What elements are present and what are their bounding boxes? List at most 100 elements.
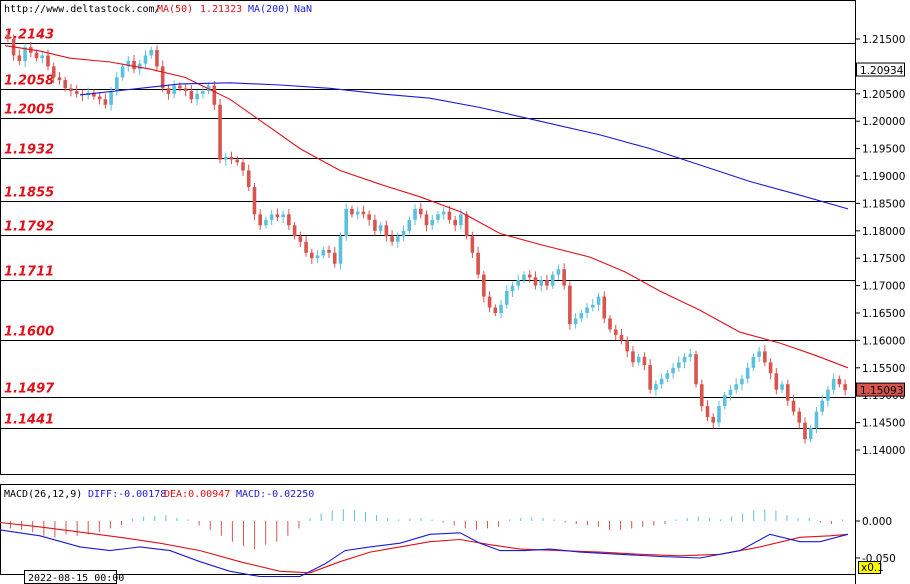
candle-body [269,214,274,220]
candle-body [46,55,50,67]
candle-body [223,156,228,160]
candle-body [711,417,716,423]
candle-body [407,219,412,231]
level-label: 1.1600 [4,325,54,340]
candle-body [539,280,543,286]
candle-body [246,170,251,187]
candle-body [298,236,303,242]
candle-body [665,373,670,379]
candle-body [17,55,22,61]
price-badges: 1.20934 1.15093 [856,62,905,397]
candle-body [745,367,750,379]
candle-body [97,96,102,100]
candle-body [338,236,343,264]
candle-body [436,214,440,220]
price-panel-frame [0,0,856,475]
candle-body [453,219,457,226]
ma200-value: NaN [294,4,312,15]
candle-body [69,88,73,92]
candle-body [292,225,297,237]
candle-body [63,80,68,89]
candle-body [355,211,360,215]
macd-panel: 0.000-0.050 [0,509,896,578]
candle-body [401,230,406,237]
candle-body [768,362,773,374]
candle-body [740,378,744,385]
candle-body [344,208,349,237]
candle-body [648,365,652,390]
level-label: 1.1792 [4,220,54,235]
candle-body [424,214,429,226]
macd-tick-label: 0.000 [862,516,892,528]
level-label: 1.2058 [4,74,54,89]
candle-body [803,422,807,440]
candle-body [562,269,566,286]
price-badge [856,382,905,397]
level-label: 1.1711 [4,265,54,280]
candle-body [321,249,326,256]
level-label: 1.2005 [4,103,54,118]
macd-value-label: MACD:-0.02250 [236,489,314,500]
candle-body [734,384,738,390]
candle-body [785,384,790,401]
candle-body [533,277,538,286]
candle-body [482,274,486,297]
candle-body [717,406,721,423]
ma200-line [79,82,849,210]
candle-body [459,214,463,226]
candle-body [252,186,257,215]
price-tick-label: 1.20500 [862,89,905,101]
price-badge-value: 1.15093 [860,385,903,397]
candle-body [591,304,595,308]
level-label: 1.1497 [4,382,55,397]
candle-body [166,88,171,94]
candle-body [780,384,784,390]
candle-body [413,208,417,220]
candle-body [671,367,675,374]
candle-body [579,313,584,319]
site-url[interactable]: http://www.deltastock.com/ [4,4,161,15]
candle-body [441,211,446,215]
candle-body [763,351,767,363]
candle-body [625,340,630,352]
candle-body [797,411,802,423]
price-tick-label: 1.15500 [862,363,905,375]
candle-body [109,91,113,105]
macd-panel-frame [0,484,856,575]
price-tick-label: 1.16000 [862,335,905,347]
ma200-label: MA(200) [248,4,290,15]
price-tick-label: 1.16500 [862,308,905,320]
candle-body [115,77,119,92]
candle-body [791,400,796,412]
candle-body [585,307,589,313]
macd-diff-line [0,529,849,578]
candle-body [527,274,532,278]
price-tick-label: 1.18000 [862,226,905,238]
candle-body [195,93,199,100]
candle-body [550,274,555,286]
candle-body [602,296,607,319]
price-tick-label: 1.14000 [862,445,905,457]
zoom-label[interactable]: x0.1 [861,562,884,574]
price-tick-label: 1.17500 [862,253,905,265]
candle-body [688,354,693,357]
candle-body [132,60,136,70]
candle-body [837,378,842,385]
zoom-box[interactable] [858,561,881,574]
price-tick-label: 1.21500 [862,34,905,46]
candle-body [843,384,847,391]
candle-body [103,99,108,105]
candle-body [516,280,521,286]
candle-body [430,219,435,226]
support-resistance-levels: 1.2143 1.2058 1.2005 1.1932 1.1855 1.1792 1.17… [0,28,855,429]
candle-body [264,219,268,226]
candle-body [613,329,618,335]
macd-dea-label: DEA:0.00947 [164,489,230,500]
candle-body [120,66,125,78]
ma50-value: 1.21323 [200,4,242,15]
candle-body [447,211,452,220]
candle-body [172,85,176,94]
candle-body [636,356,641,363]
price-tick-label: 1.19000 [862,171,905,183]
